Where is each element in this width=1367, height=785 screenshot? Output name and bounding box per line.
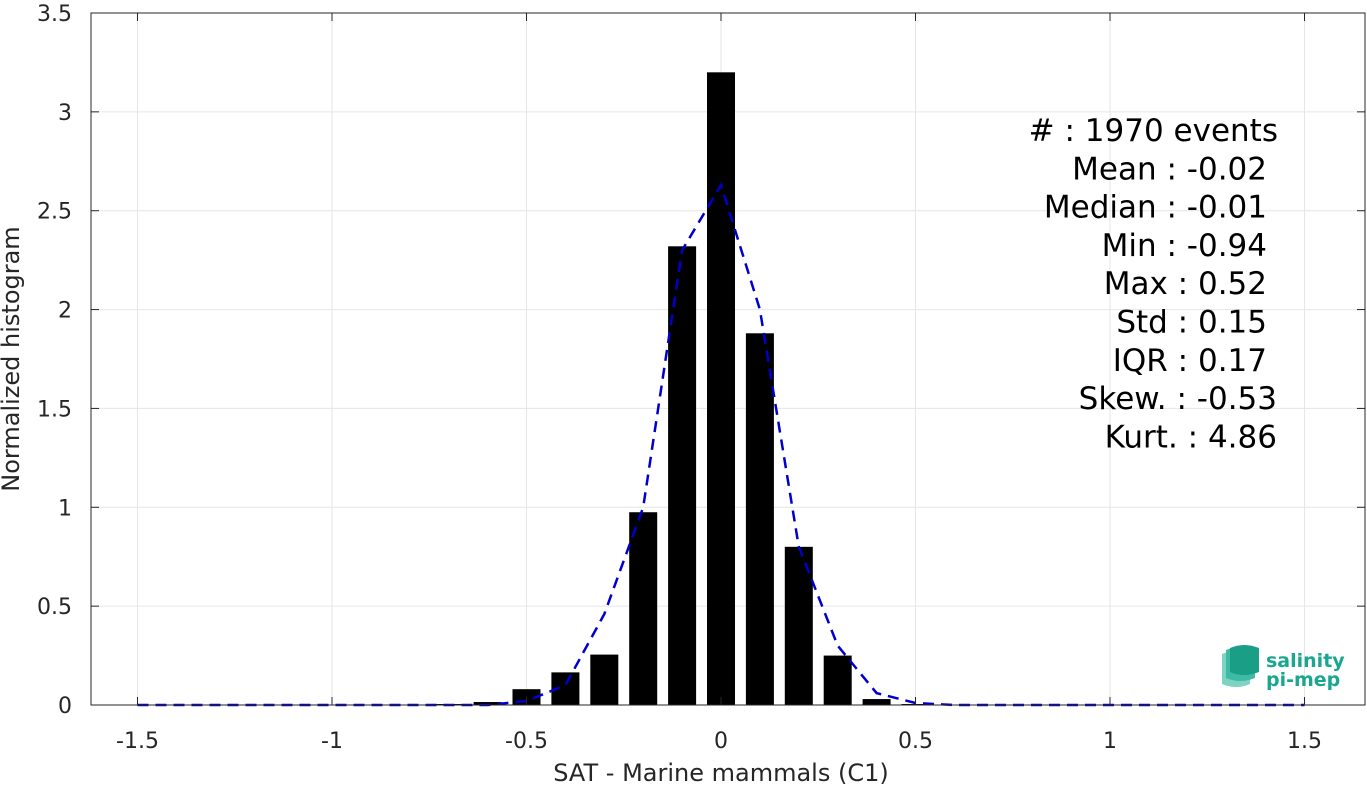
stats-line-6: IQR : 0.17 <box>1113 343 1267 379</box>
logo-mark-icon <box>1222 645 1259 687</box>
bar-8 <box>745 333 774 705</box>
y-tick-label-7: 3.5 <box>37 2 72 27</box>
x-axis-ticks: -1.5 -1 -0.5 0 0.5 1 1.5 <box>116 13 1322 754</box>
y-axis-ticks: 0 0.5 1 1.5 2 2.5 3 3.5 <box>37 2 1365 719</box>
x-tick-label-6: 1.5 <box>1287 729 1322 754</box>
stats-line-4: Max : 0.52 <box>1104 266 1267 302</box>
y-tick-label-6: 3 <box>58 101 72 126</box>
bar-11 <box>862 699 891 705</box>
fit-curve <box>137 181 1305 707</box>
x-tick-label-5: 1 <box>1103 729 1117 754</box>
bar-4 <box>590 654 619 705</box>
x-tick-label-3: 0 <box>714 729 728 754</box>
bar-1 <box>473 702 502 705</box>
plot-frame <box>90 12 1366 706</box>
y-tick-label-2: 1 <box>58 496 72 521</box>
stats-line-5: Std : 0.15 <box>1116 305 1267 341</box>
logo-line-2: pi-mep <box>1266 669 1340 691</box>
stats-line-8: Kurt. : 4.86 <box>1105 419 1277 455</box>
stats-line-0: # : 1970 events <box>1029 113 1278 149</box>
y-tick-label-5: 2.5 <box>37 200 72 225</box>
logo: salinity pi-mep <box>1222 645 1345 691</box>
x-tick-label-4: 0.5 <box>898 729 933 754</box>
y-tick-label-0: 0 <box>58 694 72 719</box>
bar-5 <box>629 512 658 705</box>
bar-7 <box>706 72 736 706</box>
bar-10 <box>823 655 852 705</box>
stats-line-2: Median : -0.01 <box>1044 190 1267 226</box>
stats-line-1: Mean : -0.02 <box>1072 151 1267 187</box>
x-axis-label: SAT - Marine mammals (C1) <box>553 759 888 785</box>
y-axis-label: Normalized histogram <box>0 226 25 491</box>
logo-line-1: salinity <box>1266 650 1345 672</box>
bars <box>434 72 930 706</box>
x-tick-label-2: -0.5 <box>505 729 548 754</box>
x-tick-label-0: -1.5 <box>116 729 159 754</box>
x-tick-label-1: -1 <box>321 729 343 754</box>
y-tick-label-3: 1.5 <box>37 397 72 422</box>
y-tick-label-4: 2 <box>58 299 72 324</box>
stats-line-3: Min : -0.94 <box>1102 228 1267 264</box>
y-tick-label-1: 0.5 <box>37 595 72 620</box>
bar-6 <box>668 246 697 705</box>
stats-line-7: Skew. : -0.53 <box>1079 381 1277 417</box>
